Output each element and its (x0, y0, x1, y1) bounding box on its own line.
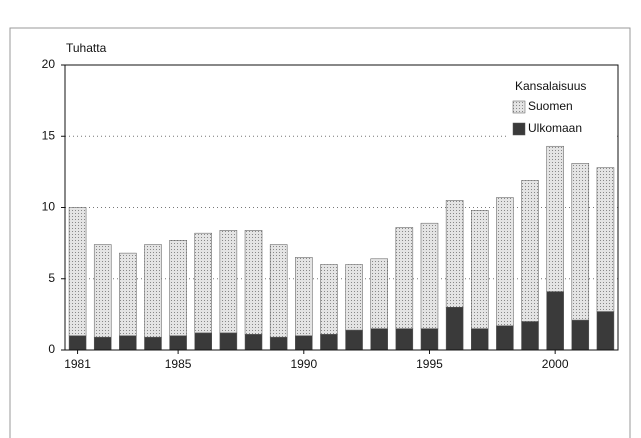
bar-segment (546, 145, 564, 292)
bar-segment (244, 230, 263, 335)
bar-segment (395, 328, 414, 351)
bar-segment (521, 180, 539, 322)
bar-segment (169, 335, 187, 351)
bar-segment (395, 227, 414, 329)
bar-segment (345, 329, 363, 351)
bar-segment (295, 335, 313, 351)
frame (9, 27, 631, 438)
x-tick-label: 1990 (290, 357, 317, 371)
bar-segment (546, 291, 564, 351)
bar-segment (68, 335, 87, 351)
x-tick-label: 1981 (64, 357, 91, 371)
bar-segment (345, 264, 363, 331)
bar-segment (194, 332, 212, 351)
bar-segment (219, 332, 238, 351)
bar-segment (320, 264, 338, 335)
bar-segment (521, 321, 539, 351)
bar-segment (93, 336, 112, 351)
bar-segment (496, 197, 514, 327)
bar-segment (596, 311, 615, 351)
y-tick-label: 0 (48, 342, 55, 356)
bar-segment (244, 334, 263, 351)
bar-segment (471, 210, 489, 329)
legend-label: Suomen (528, 99, 573, 113)
y-tick-label: 20 (42, 57, 56, 71)
bar-segment (295, 257, 313, 336)
legend-title: Kansalaisuus (515, 79, 586, 93)
bar-segment (68, 207, 87, 336)
y-tick-label: 10 (42, 200, 56, 214)
bar-segment (370, 258, 388, 329)
bar-segment (320, 334, 338, 351)
legend-swatch (512, 100, 526, 114)
plot-border (64, 64, 619, 351)
bar-segment (471, 328, 489, 351)
x-tick-label: 1995 (416, 357, 443, 371)
bar-segment (194, 232, 212, 334)
bar-segment (219, 230, 238, 334)
bar-segment (370, 328, 388, 351)
y-tick-label: 5 (48, 271, 55, 285)
bar-segment (571, 319, 590, 351)
bar-segment (445, 200, 464, 308)
y-axis-label: Tuhatta (66, 41, 107, 55)
legend-label: Ulkomaan (528, 121, 582, 135)
bar-segment (571, 163, 590, 321)
bar-segment (119, 335, 137, 351)
bar-segment (420, 328, 439, 351)
bar-segment (93, 244, 112, 338)
bar-segment (269, 244, 288, 338)
bar-segment (496, 325, 514, 351)
bar-segment (119, 252, 137, 337)
x-tick-label: 2000 (542, 357, 569, 371)
bar-segment (144, 244, 162, 338)
bar-segment (596, 167, 615, 312)
bar-segment (144, 336, 162, 351)
bar-segment (269, 336, 288, 351)
x-tick-label: 1985 (165, 357, 192, 371)
bar-segment (445, 307, 464, 351)
y-tick-label: 15 (42, 128, 56, 142)
bar-segment (420, 222, 439, 329)
bar-segment (169, 240, 187, 336)
legend-swatch (512, 122, 526, 136)
